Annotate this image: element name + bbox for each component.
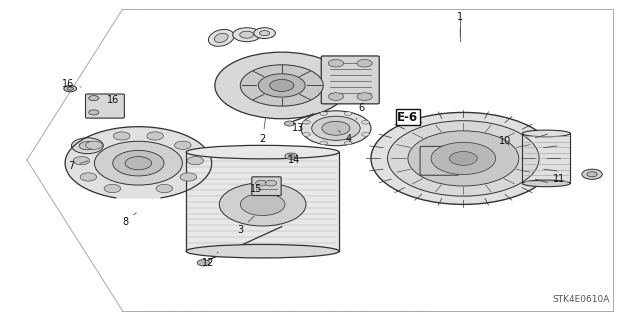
Circle shape	[285, 153, 298, 159]
Circle shape	[240, 65, 323, 106]
Polygon shape	[186, 152, 339, 251]
Circle shape	[344, 141, 352, 145]
Circle shape	[301, 111, 371, 146]
Circle shape	[215, 52, 349, 119]
Circle shape	[362, 120, 369, 124]
Circle shape	[269, 79, 294, 92]
Polygon shape	[522, 133, 570, 183]
Text: 4: 4	[338, 130, 352, 144]
Ellipse shape	[186, 244, 339, 258]
Text: 10: 10	[499, 136, 511, 146]
Circle shape	[303, 132, 310, 136]
Text: 14: 14	[289, 155, 301, 165]
Text: 8: 8	[123, 212, 136, 227]
Circle shape	[328, 93, 344, 100]
Circle shape	[125, 156, 152, 170]
Circle shape	[362, 132, 369, 136]
Circle shape	[255, 180, 267, 186]
FancyBboxPatch shape	[252, 177, 281, 196]
Circle shape	[175, 141, 191, 149]
Ellipse shape	[186, 145, 339, 159]
Text: 16: 16	[107, 95, 119, 105]
Circle shape	[303, 120, 310, 124]
Circle shape	[147, 132, 163, 140]
Circle shape	[322, 121, 350, 135]
Circle shape	[344, 112, 352, 116]
Circle shape	[357, 60, 372, 67]
Circle shape	[187, 156, 204, 165]
Ellipse shape	[214, 33, 228, 43]
Circle shape	[431, 142, 496, 174]
Circle shape	[357, 93, 372, 100]
Polygon shape	[65, 127, 212, 198]
Circle shape	[72, 138, 103, 154]
Circle shape	[388, 121, 539, 196]
Text: 7: 7	[68, 161, 88, 171]
Circle shape	[265, 180, 276, 186]
Circle shape	[113, 132, 130, 140]
Circle shape	[95, 141, 182, 185]
Circle shape	[233, 28, 260, 42]
Circle shape	[240, 31, 253, 38]
Circle shape	[73, 156, 90, 165]
Circle shape	[89, 96, 99, 101]
Circle shape	[587, 172, 597, 177]
Circle shape	[241, 193, 285, 215]
Ellipse shape	[209, 29, 234, 46]
Circle shape	[582, 169, 602, 179]
Text: 1: 1	[457, 12, 463, 37]
Text: 12: 12	[202, 252, 218, 268]
Circle shape	[284, 121, 294, 126]
Circle shape	[328, 60, 344, 67]
Circle shape	[113, 150, 164, 176]
Text: 2: 2	[260, 118, 266, 144]
Ellipse shape	[522, 130, 570, 137]
Circle shape	[259, 74, 305, 97]
Circle shape	[320, 141, 328, 145]
Circle shape	[180, 173, 196, 181]
Text: E-6: E-6	[397, 111, 419, 124]
Circle shape	[86, 141, 102, 149]
Text: 16: 16	[62, 79, 81, 89]
FancyBboxPatch shape	[321, 56, 380, 104]
Circle shape	[156, 184, 173, 193]
Circle shape	[80, 173, 97, 181]
Text: 15: 15	[250, 182, 266, 194]
Circle shape	[197, 260, 210, 266]
FancyBboxPatch shape	[420, 146, 459, 175]
Circle shape	[312, 116, 360, 140]
Circle shape	[220, 183, 306, 226]
FancyBboxPatch shape	[86, 94, 124, 118]
Circle shape	[371, 112, 556, 204]
Circle shape	[253, 28, 275, 38]
Circle shape	[320, 112, 328, 116]
Circle shape	[449, 151, 477, 165]
Circle shape	[64, 85, 77, 92]
Text: STK4E0610A: STK4E0610A	[552, 295, 610, 304]
Circle shape	[259, 31, 269, 36]
Circle shape	[67, 87, 74, 90]
Text: 3: 3	[237, 216, 254, 235]
Circle shape	[89, 110, 99, 115]
Circle shape	[104, 184, 121, 193]
Circle shape	[408, 131, 519, 186]
Circle shape	[79, 142, 96, 150]
Text: 13: 13	[292, 123, 307, 133]
Circle shape	[288, 155, 294, 158]
Text: 11: 11	[553, 174, 565, 184]
Text: 6: 6	[356, 103, 365, 119]
Ellipse shape	[522, 180, 570, 187]
